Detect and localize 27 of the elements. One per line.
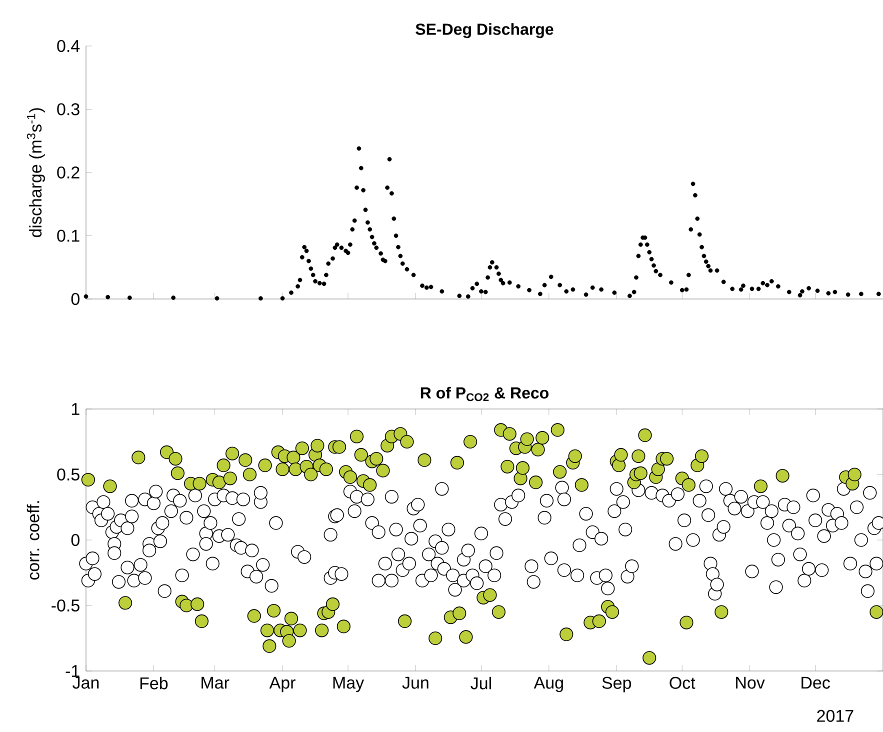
x-tick-label: Feb xyxy=(140,676,168,690)
x-tick-label: Jul xyxy=(470,676,491,690)
text: 2017 xyxy=(817,710,854,722)
y-tick-label: 0.3 xyxy=(57,103,80,116)
x-tick-label: Dec xyxy=(802,676,830,689)
y-tick-label: 0.5 xyxy=(57,468,80,481)
x-tick-label: Sep xyxy=(602,676,632,692)
y-axis-title: discharge (m$^{3}$s$^{-1}$) xyxy=(26,108,45,238)
x-tick-label: Mar xyxy=(202,676,230,689)
x-tick-label: Nov xyxy=(736,676,765,689)
chart-title: SE-Deg Discharge xyxy=(416,23,554,38)
x-tick-label: Apr xyxy=(269,676,296,692)
x-tick-label: Aug xyxy=(534,676,563,692)
y-axis-title: corr. coeff. xyxy=(26,501,40,580)
y-tick-label: -1 xyxy=(66,665,80,677)
y-tick-label: 1 xyxy=(72,403,80,415)
y-tick-label: 0.2 xyxy=(57,166,80,179)
x-tick-label: Oct xyxy=(670,676,696,689)
y-tick-label: -0.5 xyxy=(52,599,80,612)
x-tick-label: Jan xyxy=(72,676,99,689)
chart-title: R of P$_{CO2}$ & Reco xyxy=(420,386,549,402)
y-tick-label: 0 xyxy=(71,292,80,306)
x-tick-label: Jun xyxy=(402,676,428,689)
y-tick-label: 0.1 xyxy=(57,230,80,242)
x-tick-label: May xyxy=(333,676,364,692)
y-tick-label: 0 xyxy=(71,534,80,546)
y-tick-label: 0.4 xyxy=(57,40,80,52)
